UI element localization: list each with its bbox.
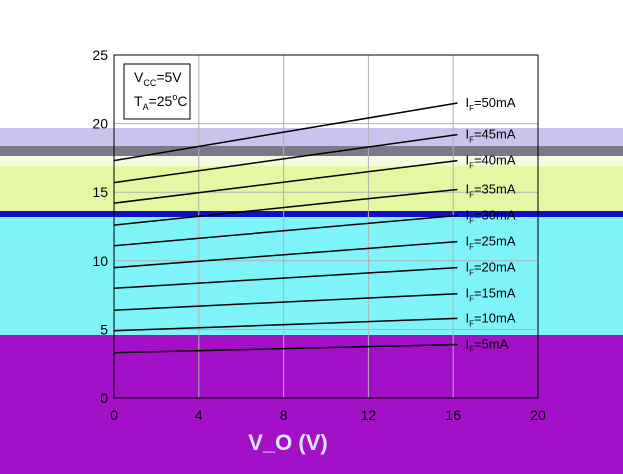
band-white <box>0 156 623 166</box>
x-tick-label: 0 <box>110 407 118 423</box>
y-tick-label: 5 <box>100 321 108 337</box>
series-label: IF=15mA <box>465 286 515 304</box>
band-purple <box>0 335 623 474</box>
x-tick-label: 12 <box>361 407 377 423</box>
plot-frame <box>113 54 539 399</box>
band-gray <box>0 146 623 156</box>
series-line <box>113 292 458 311</box>
series-line <box>113 240 458 269</box>
x-tick-label: 8 <box>280 407 288 423</box>
series-line <box>113 133 458 184</box>
series-label: IF=5mA <box>465 336 508 354</box>
band-blue <box>0 211 623 217</box>
series-label: IF=45mA <box>465 127 515 145</box>
series-line <box>113 266 458 289</box>
y-tick-label: 20 <box>92 116 108 132</box>
series-label: IF=20mA <box>465 260 515 278</box>
ta-condition: TA=25oC <box>134 92 187 112</box>
series-line <box>113 343 458 354</box>
conditions-box: VCC=5V TA=25oC <box>123 63 191 120</box>
y-tick-label: 15 <box>92 184 108 200</box>
x-axis-label: V_O (V) <box>248 430 327 455</box>
series-label: IF=25mA <box>465 234 515 252</box>
x-tick-label: 4 <box>195 407 203 423</box>
x-tick-label: 16 <box>445 407 461 423</box>
series-label: IF=35mA <box>465 181 515 199</box>
series-label: IF=30mA <box>465 208 515 226</box>
series-line <box>113 102 458 162</box>
y-tick-label: 10 <box>92 253 108 269</box>
series-line <box>113 188 458 226</box>
vcc-condition: VCC=5V <box>134 69 182 88</box>
x-tick-label: 20 <box>530 407 546 423</box>
series-line <box>113 317 458 332</box>
series-labels: IF=50mA IF=45mA IF=40mA IF=35mA IF=30mA IF=25… <box>465 95 515 354</box>
x-tick-labels: 0 4 8 12 16 20 <box>110 407 546 423</box>
y-tick-label: 25 <box>92 47 108 63</box>
series-line <box>113 214 458 247</box>
y-tick-labels: 0 5 10 15 20 25 <box>92 47 108 406</box>
series-group <box>113 102 458 354</box>
band-lavender <box>0 128 623 146</box>
series-label: IF=40mA <box>465 153 515 171</box>
series-line <box>113 159 458 204</box>
y-tick-label: 0 <box>100 390 108 406</box>
series-label: IF=10mA <box>465 310 515 328</box>
series-label: IF=50mA <box>465 95 515 113</box>
